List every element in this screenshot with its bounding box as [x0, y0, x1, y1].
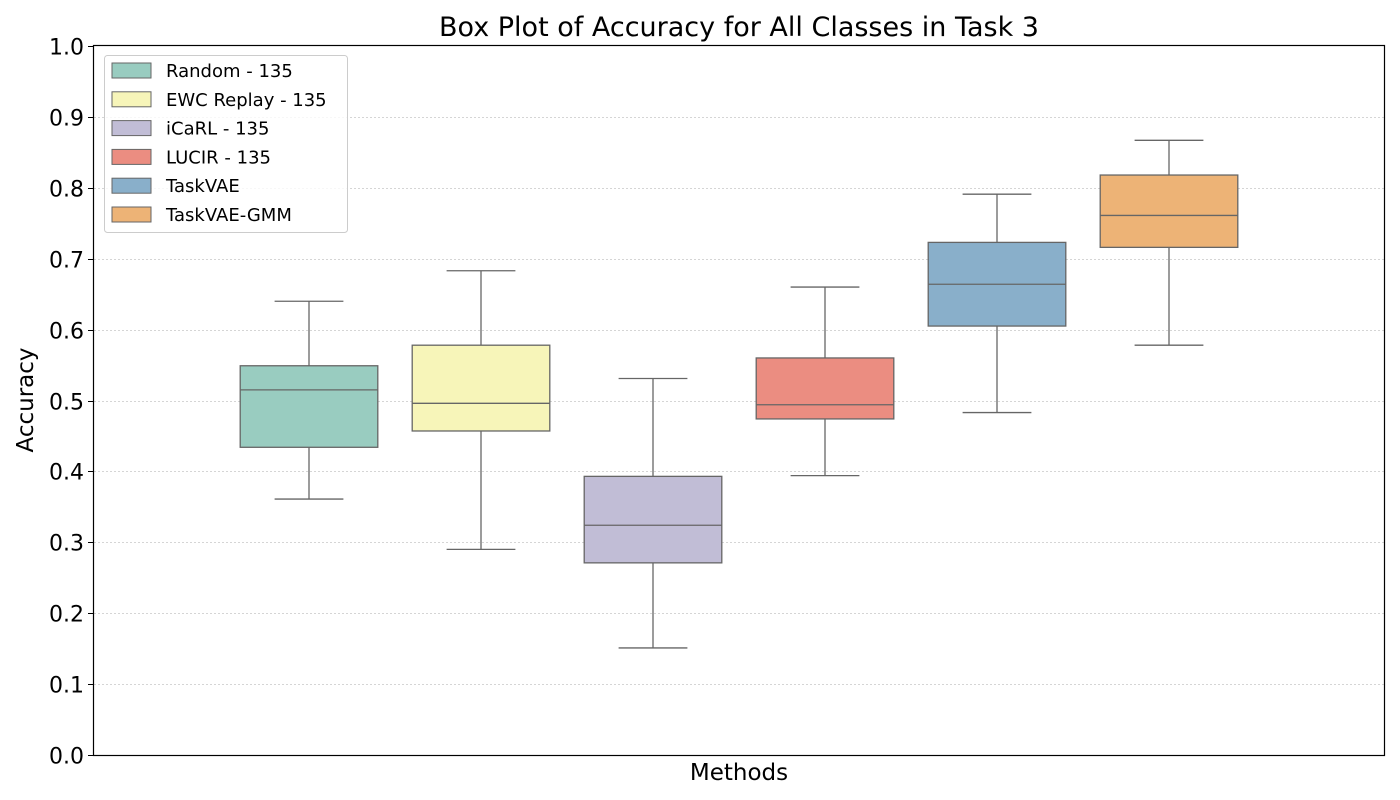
legend-swatch — [111, 148, 152, 165]
legend-item: EWC Replay - 135 — [111, 90, 327, 111]
y-tick-label: 0.8 — [49, 178, 84, 203]
y-tick-label: 0.9 — [49, 107, 84, 132]
legend-swatch — [111, 120, 152, 137]
box-iqr — [755, 357, 895, 420]
y-axis-ticks: 0.0 0.1 0.2 0.3 0.4 0.5 0.6 0.7 0.8 0.9 1.0 — [49, 36, 94, 770]
legend-frame — [104, 55, 348, 233]
box-1 — [239, 300, 379, 500]
box-2 — [411, 270, 551, 551]
box-iqr — [1099, 174, 1239, 249]
legend-item: TaskVAE — [111, 176, 240, 197]
legend-swatch — [111, 91, 152, 108]
legend: Random - 135 EWC Replay - 135 iCaRL - 135 L… — [104, 55, 348, 233]
y-tick-label: 0.2 — [49, 603, 84, 628]
gridlines — [94, 117, 1384, 685]
box-3 — [583, 377, 723, 649]
box-6 — [1099, 139, 1239, 346]
y-tick-label: 0.1 — [49, 674, 84, 699]
y-tick-label: 0.4 — [49, 461, 84, 486]
y-tick-label: 1.0 — [49, 36, 84, 61]
box-series — [239, 139, 1239, 649]
legend-swatch — [111, 206, 152, 223]
box-5 — [927, 193, 1067, 414]
y-tick-label: 0.3 — [49, 532, 84, 557]
legend-label: iCaRL - 135 — [166, 119, 269, 140]
legend-label: TaskVAE-GMM — [165, 205, 292, 226]
y-tick-label: 0.7 — [49, 249, 84, 274]
legend-swatch — [111, 62, 152, 79]
legend-item: TaskVAE-GMM — [111, 205, 292, 226]
legend-item: Random - 135 — [111, 61, 293, 82]
box-iqr — [239, 365, 379, 448]
x-axis-label: Methods — [690, 760, 788, 786]
legend-swatch — [111, 177, 152, 194]
legend-item: iCaRL - 135 — [111, 119, 269, 140]
plot-area-frame — [92, 44, 1386, 757]
box-4 — [755, 286, 895, 477]
box-iqr — [583, 475, 723, 564]
box-iqr — [411, 344, 551, 432]
legend-label: Random - 135 — [166, 61, 293, 82]
y-axis-label: Accuracy — [13, 347, 39, 452]
legend-item: LUCIR - 135 — [111, 147, 271, 168]
legend-label: LUCIR - 135 — [166, 147, 271, 168]
chart-title: Box Plot of Accuracy for All Classes in … — [439, 12, 1039, 43]
legend-label: TaskVAE — [165, 176, 240, 197]
y-tick-label: 0.0 — [49, 745, 84, 770]
y-tick-label: 0.6 — [49, 320, 84, 345]
legend-label: EWC Replay - 135 — [166, 90, 327, 111]
y-tick-label: 0.5 — [49, 391, 84, 416]
